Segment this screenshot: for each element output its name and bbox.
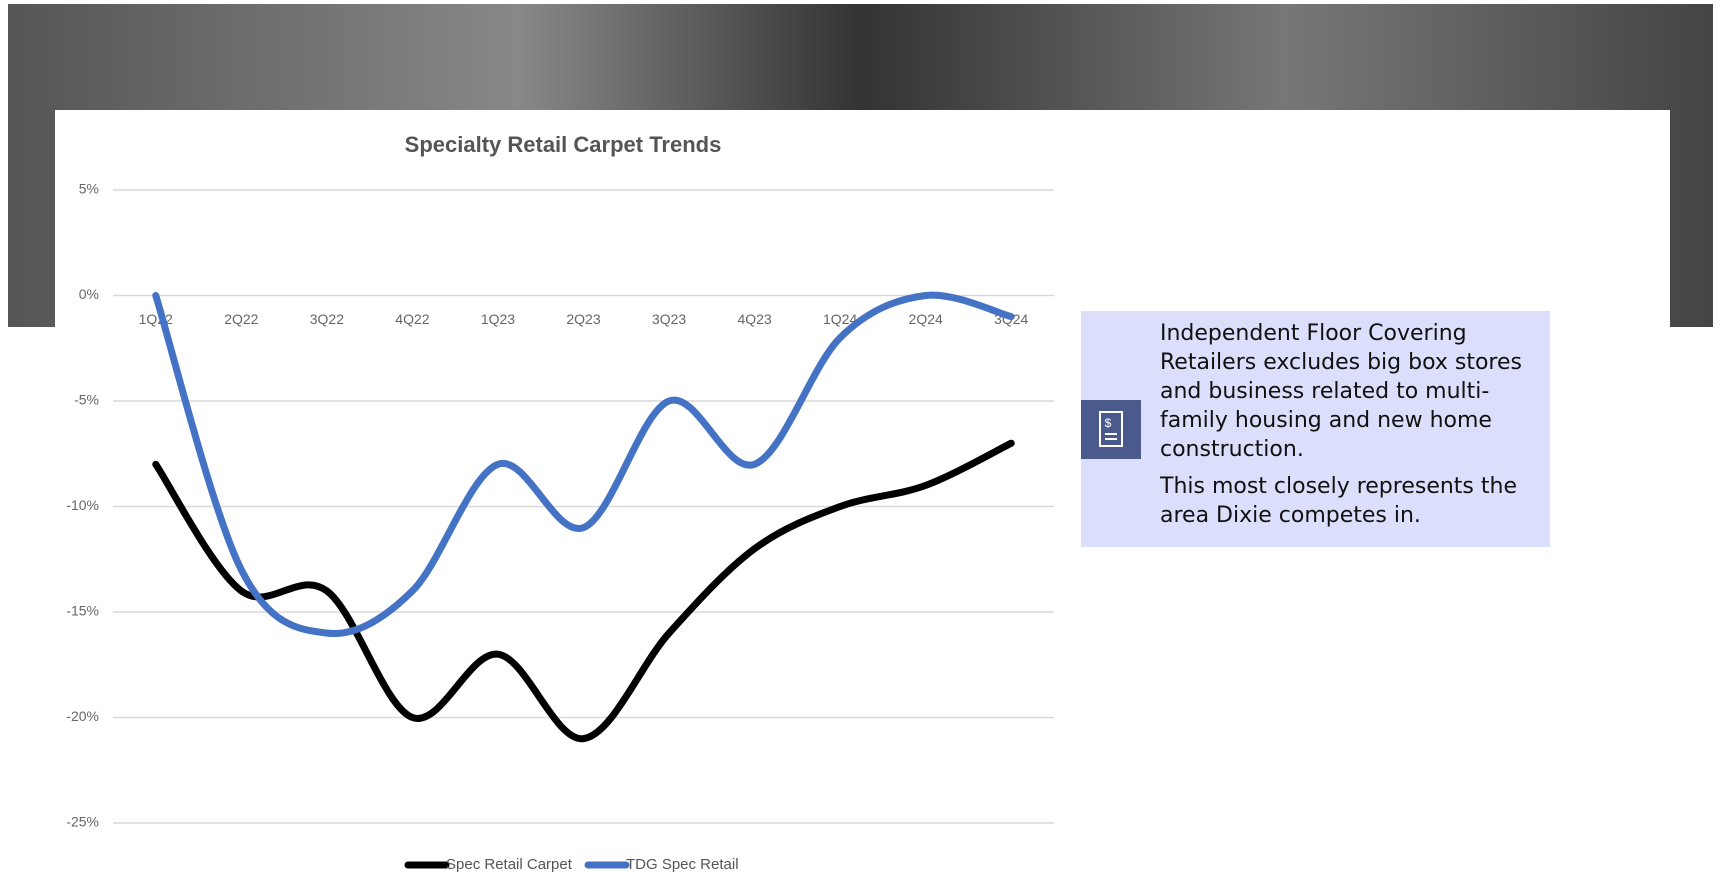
note-paragraph: Independent Floor Covering Retailers exc…	[1160, 321, 1522, 462]
y-tick-label: -5%	[74, 392, 99, 408]
y-tick-label: -15%	[66, 603, 99, 619]
y-tick-label: -25%	[66, 814, 99, 830]
x-tick-label: 4Q23	[737, 311, 771, 327]
y-tick-label: -10%	[66, 497, 99, 513]
x-tick-label: 1Q24	[823, 311, 857, 327]
series-line	[152, 291, 1015, 638]
x-tick-label: 3Q22	[310, 311, 344, 327]
series-line	[152, 439, 1015, 743]
y-tick-label: 5%	[79, 181, 99, 197]
x-tick-label: 2Q22	[224, 311, 258, 327]
y-tick-label: -20%	[66, 708, 99, 724]
y-tick-label: 0%	[79, 286, 99, 302]
x-tick-label: 1Q22	[139, 311, 173, 327]
chart-title: Specialty Retail Carpet Trends	[405, 132, 722, 157]
x-tick-label: 2Q23	[566, 311, 600, 327]
legend-label: Spec Retail Carpet	[446, 856, 573, 873]
icon-graphic: $	[1099, 411, 1123, 447]
legend-label: TDG Spec Retail	[626, 856, 739, 873]
x-tick-label: 3Q23	[652, 311, 686, 327]
x-tick-label: 4Q22	[395, 311, 429, 327]
svg-text:$: $	[1105, 416, 1112, 430]
note-paragraph: This most closely represents the area Di…	[1160, 474, 1517, 528]
document-icon: $	[1081, 400, 1141, 459]
x-tick-label: 1Q23	[481, 311, 515, 327]
note-box: Independent Floor Covering Retailers exc…	[1081, 311, 1550, 547]
x-tick-label: 2Q24	[909, 311, 943, 327]
